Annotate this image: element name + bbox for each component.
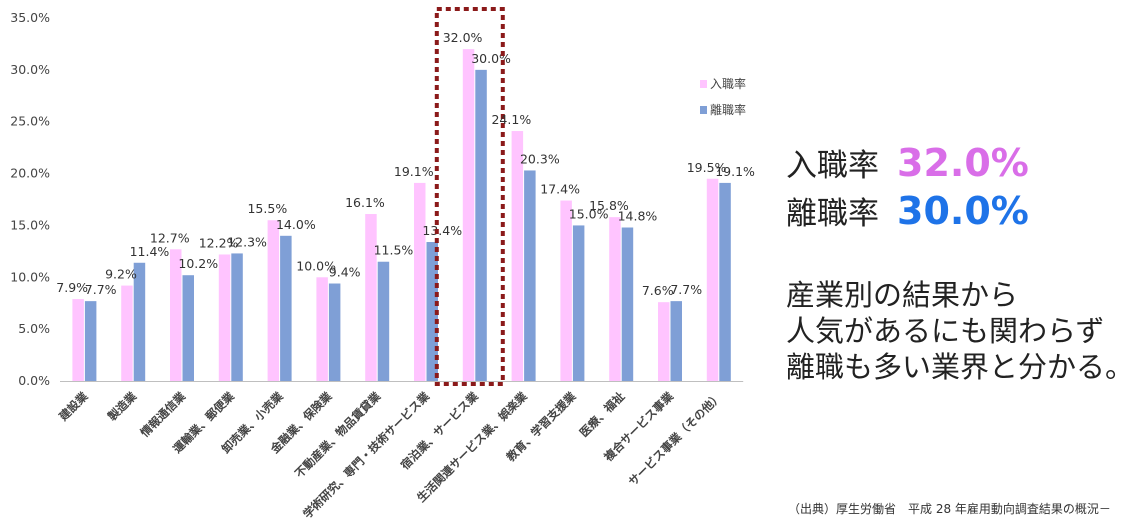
y-tick-label: 25.0%	[10, 114, 50, 129]
data-label-exit: 9.4%	[329, 265, 361, 280]
data-label-entry: 9.2%	[105, 267, 137, 282]
bar-exit	[84, 301, 97, 381]
data-label-exit: 7.7%	[670, 282, 702, 297]
entry-rate-stat: 入職率 32.0%	[786, 140, 1029, 185]
highlight-box	[434, 7, 505, 386]
bar-exit	[328, 283, 341, 381]
x-tick-label: 情報通信業	[137, 389, 189, 441]
bar-exit	[231, 253, 243, 381]
y-tick-label: 30.0%	[10, 62, 50, 77]
data-label-entry: 12.7%	[150, 230, 190, 245]
bar-exit	[280, 235, 292, 381]
bar-exit	[719, 182, 731, 381]
exit-rate-value: 30.0%	[897, 189, 1029, 233]
bar-exit	[377, 261, 390, 381]
x-tick-label: 建設業	[56, 389, 91, 424]
bar-chart: 0.0% 5.0% 10.0% 15.0% 20.0% 25.0% 30.0% 35.0% 7.…	[10, 7, 755, 521]
data-label-exit: 15.0%	[569, 206, 609, 221]
bar-entry	[658, 302, 670, 381]
data-label-exit: 10.2%	[178, 256, 218, 271]
data-label-entry: 15.8%	[589, 198, 629, 213]
bar-entry	[170, 249, 182, 381]
data-label-exit: 11.4%	[130, 244, 170, 259]
data-label-entry: 10.0%	[296, 258, 336, 273]
data-label-entry: 16.1%	[345, 195, 385, 210]
data-label-entry: 19.5%	[687, 160, 727, 175]
x-tick-label: サービス事業（その他）	[626, 389, 725, 488]
data-label-exit: 13.4%	[422, 223, 462, 238]
message-line-3: 離職も多い業界と分かる。	[786, 350, 1135, 384]
data-label-exit: 11.5%	[374, 243, 414, 258]
bar-exit	[524, 170, 536, 381]
exit-rate-stat: 離職率 30.0%	[786, 188, 1029, 233]
data-label-exit: 7.7%	[85, 282, 117, 297]
legend-label: 入職率	[710, 76, 746, 91]
data-label-entry: 32.0%	[443, 30, 483, 45]
bar-entry	[706, 178, 719, 381]
bar-entry	[609, 217, 621, 381]
bar-entry	[267, 220, 280, 381]
y-tick-label: 20.0%	[10, 166, 50, 181]
legend-swatch	[700, 80, 707, 88]
source-note: （出典）厚生労働省 平成 28 年雇用動向調査結果の概況－	[788, 502, 1111, 516]
legend-label: 離職率	[710, 102, 746, 117]
bar-entry	[365, 214, 377, 381]
bar-entry	[560, 200, 572, 381]
bar-exit	[475, 69, 487, 381]
bar-entry	[121, 285, 133, 381]
bar-entry	[316, 277, 328, 381]
bar-entry	[462, 49, 475, 381]
y-tick-label: 5.0%	[18, 321, 50, 336]
data-label-exit: 20.3%	[520, 151, 560, 166]
entry-rate-label: 入職率	[786, 148, 879, 184]
data-label-entry: 19.1%	[394, 164, 434, 179]
bar-exit	[182, 275, 194, 381]
x-tick-label: 医療、福祉	[577, 389, 628, 440]
data-label-exit: 19.1%	[715, 164, 755, 179]
data-label-exit: 30.0%	[471, 51, 511, 66]
bar-entry	[218, 254, 231, 381]
bar-exit	[572, 225, 585, 381]
bar-entry	[511, 131, 524, 381]
message-line-2: 人気があるにも関わらず	[786, 314, 1105, 348]
message-line-1: 産業別の結果から	[786, 278, 1019, 312]
y-tick-label: 0.0%	[18, 373, 50, 388]
y-tick-label: 35.0%	[10, 10, 50, 25]
bar-exit	[621, 227, 634, 381]
data-label-entry: 7.9%	[56, 280, 88, 295]
bar-exit	[670, 301, 682, 381]
data-label-entry: 7.6%	[642, 283, 674, 298]
y-tick-label: 10.0%	[10, 269, 50, 284]
y-tick-label: 15.0%	[10, 217, 50, 232]
data-label-exit: 12.3%	[227, 234, 267, 249]
bar-exit	[133, 262, 146, 381]
exit-rate-label: 離職率	[786, 196, 879, 232]
data-label-entry: 15.5%	[247, 201, 287, 216]
x-tick-label: 製造業	[104, 389, 139, 424]
x-tick-label: 不動産業、物品賃貸業	[292, 389, 384, 481]
data-label-exit: 14.0%	[276, 217, 316, 232]
data-label-entry: 17.4%	[540, 182, 580, 197]
data-label-exit: 14.8%	[618, 209, 658, 224]
bar-exit	[426, 242, 438, 381]
bar-entry	[72, 299, 84, 381]
legend-swatch	[700, 106, 707, 114]
bar-entry	[414, 182, 426, 381]
entry-rate-value: 32.0%	[897, 141, 1029, 185]
data-label-entry: 12.2%	[199, 235, 239, 250]
data-label-entry: 24.1%	[491, 112, 531, 127]
